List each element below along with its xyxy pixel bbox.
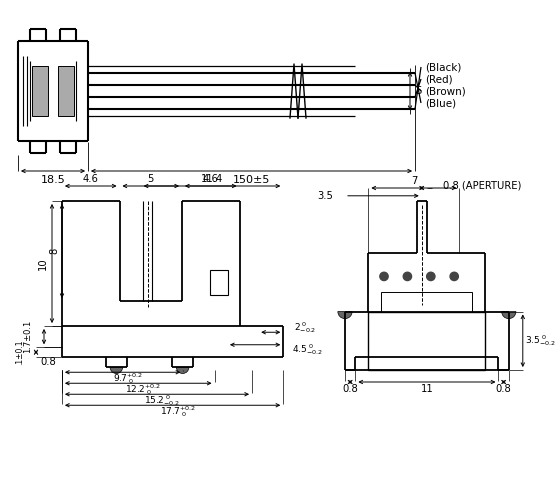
Text: (Black): (Black) <box>425 62 461 72</box>
Text: 17.7$^{+0.2}_{\ 0}$: 17.7$^{+0.2}_{\ 0}$ <box>160 404 195 419</box>
Text: 11: 11 <box>421 384 433 394</box>
Circle shape <box>450 272 459 281</box>
Text: 12.2$^{+0.2}_{\ 0}$: 12.2$^{+0.2}_{\ 0}$ <box>125 382 161 397</box>
Bar <box>209 270 228 295</box>
Text: 0.8: 0.8 <box>496 384 511 394</box>
Text: 11.4: 11.4 <box>201 174 223 184</box>
Text: .1±0.1: .1±0.1 <box>16 339 25 365</box>
Wedge shape <box>502 311 516 318</box>
Text: 5: 5 <box>148 174 154 184</box>
Wedge shape <box>338 311 352 318</box>
Text: 4.6: 4.6 <box>83 174 99 184</box>
Text: (Red): (Red) <box>425 74 452 84</box>
Text: 0.8 (APERTURE): 0.8 (APERTURE) <box>443 181 521 191</box>
Circle shape <box>380 272 388 281</box>
Bar <box>58 66 74 116</box>
Bar <box>368 311 486 370</box>
Text: 150±5: 150±5 <box>233 175 270 185</box>
Text: 1.7±0.1: 1.7±0.1 <box>24 320 32 353</box>
Text: (Brown): (Brown) <box>425 86 466 96</box>
Circle shape <box>403 272 412 281</box>
Bar <box>32 66 48 116</box>
Text: 9.7$^{+0.2}_{\ 0}$: 9.7$^{+0.2}_{\ 0}$ <box>113 371 143 386</box>
Text: 3.5: 3.5 <box>317 191 333 201</box>
Text: 7: 7 <box>410 176 417 186</box>
Text: 8: 8 <box>49 248 59 254</box>
Text: 0.8: 0.8 <box>342 384 358 394</box>
Text: 5: 5 <box>415 86 421 96</box>
Text: 15.2$^{\ 0}_{-0.2}$: 15.2$^{\ 0}_{-0.2}$ <box>144 393 180 408</box>
Wedge shape <box>176 367 189 373</box>
Text: 10: 10 <box>38 257 48 270</box>
Text: $2^{\ 0}_{-0.2}$: $2^{\ 0}_{-0.2}$ <box>294 320 316 335</box>
Text: $4.5^{\ 0}_{-0.2}$: $4.5^{\ 0}_{-0.2}$ <box>292 342 323 357</box>
Bar <box>381 292 473 311</box>
Circle shape <box>427 272 435 281</box>
Text: $3.5^{\ 0}_{-0.2}$: $3.5^{\ 0}_{-0.2}$ <box>525 333 556 348</box>
Wedge shape <box>110 367 123 373</box>
Text: (Blue): (Blue) <box>425 98 456 108</box>
Text: 0.8: 0.8 <box>40 357 56 367</box>
Text: 4.6: 4.6 <box>203 174 219 184</box>
Text: 18.5: 18.5 <box>41 175 66 185</box>
